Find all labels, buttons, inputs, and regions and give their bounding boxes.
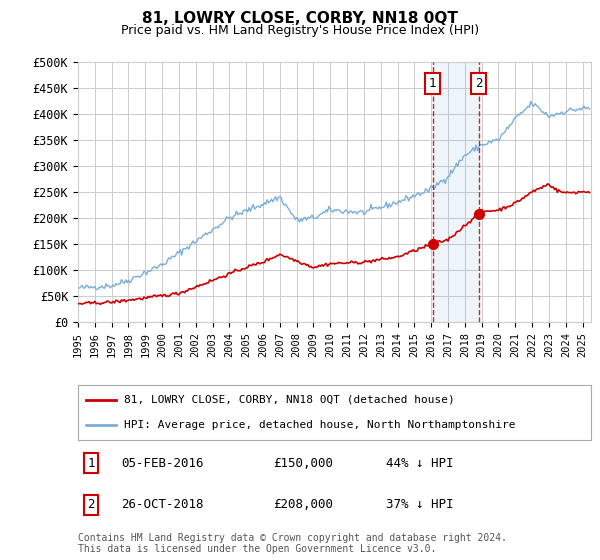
Text: 81, LOWRY CLOSE, CORBY, NN18 0QT: 81, LOWRY CLOSE, CORBY, NN18 0QT xyxy=(142,11,458,26)
Text: HPI: Average price, detached house, North Northamptonshire: HPI: Average price, detached house, Nort… xyxy=(124,420,515,430)
Text: 37% ↓ HPI: 37% ↓ HPI xyxy=(386,498,454,511)
Text: £150,000: £150,000 xyxy=(273,457,333,470)
Text: 2: 2 xyxy=(475,77,482,90)
Text: 1: 1 xyxy=(87,457,95,470)
Text: £208,000: £208,000 xyxy=(273,498,333,511)
Text: 1: 1 xyxy=(429,77,436,90)
Text: 44% ↓ HPI: 44% ↓ HPI xyxy=(386,457,454,470)
Text: 26-OCT-2018: 26-OCT-2018 xyxy=(122,498,204,511)
Text: 81, LOWRY CLOSE, CORBY, NN18 0QT (detached house): 81, LOWRY CLOSE, CORBY, NN18 0QT (detach… xyxy=(124,395,455,404)
Text: 05-FEB-2016: 05-FEB-2016 xyxy=(122,457,204,470)
Text: Contains HM Land Registry data © Crown copyright and database right 2024.
This d: Contains HM Land Registry data © Crown c… xyxy=(78,533,507,554)
Bar xyxy=(433,62,479,322)
Text: Price paid vs. HM Land Registry's House Price Index (HPI): Price paid vs. HM Land Registry's House … xyxy=(121,24,479,36)
Text: 2: 2 xyxy=(87,498,95,511)
